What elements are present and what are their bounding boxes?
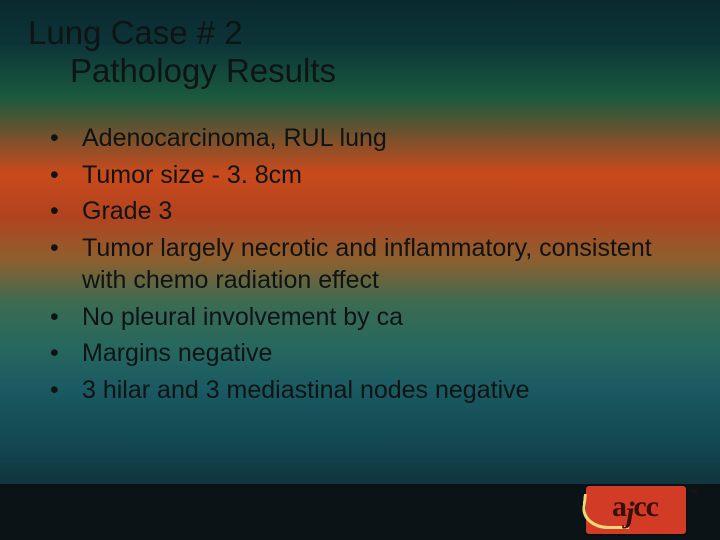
bullet-text: Grade 3 <box>82 197 172 225</box>
list-item: Tumor largely necrotic and inflammatory,… <box>38 232 680 297</box>
bullet-text: Tumor largely necrotic and inflammatory,… <box>82 234 652 295</box>
bullet-list: Adenocarcinoma, RUL lung Tumor size - 3.… <box>38 122 680 406</box>
slide: Lung Case # 2 Pathology Results Adenocar… <box>0 0 720 540</box>
logo-text: ajcc <box>612 490 658 524</box>
list-item: Tumor size - 3. 8cm <box>38 159 680 192</box>
list-item: Adenocarcinoma, RUL lung <box>38 122 680 155</box>
title-line-1: Lung Case # 2 <box>28 14 336 52</box>
list-item: Margins negative <box>38 337 680 370</box>
bullet-text: Adenocarcinoma, RUL lung <box>82 124 387 152</box>
list-item: Grade 3 <box>38 195 680 228</box>
bullet-text: Margins negative <box>82 339 272 367</box>
trademark-icon: ™ <box>690 488 698 497</box>
bullet-text: No pleural involvement by ca <box>82 303 403 331</box>
list-item: No pleural involvement by ca <box>38 301 680 334</box>
footer-bar: ajcc ™ <box>0 484 720 540</box>
slide-title: Lung Case # 2 Pathology Results <box>28 14 336 90</box>
list-item: 3 hilar and 3 mediastinal nodes negative <box>38 374 680 407</box>
ajcc-logo: ajcc ™ <box>586 486 686 534</box>
bullet-text: Tumor size - 3. 8cm <box>82 161 302 189</box>
bullet-text: 3 hilar and 3 mediastinal nodes negative <box>82 376 530 404</box>
title-line-2: Pathology Results <box>28 52 336 90</box>
bullet-list-container: Adenocarcinoma, RUL lung Tumor size - 3.… <box>38 122 680 410</box>
